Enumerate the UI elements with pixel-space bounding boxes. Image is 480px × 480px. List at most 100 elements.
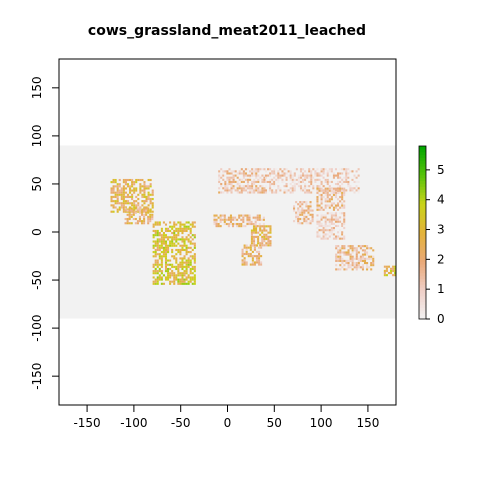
raster-cell [299,189,303,192]
raster-cell [361,249,364,252]
raster-cell [249,191,252,194]
raster-cell [347,261,350,265]
raster-cell [322,168,325,171]
raster-cell [283,180,286,183]
raster-cell [339,220,342,223]
raster-cell [265,242,268,245]
raster-cell [357,187,360,190]
legend-swatch [419,293,426,297]
raster-cell [218,170,221,173]
raster-cell [316,235,319,238]
raster-cell [187,246,190,249]
raster-cell [302,189,305,192]
raster-cell [275,189,278,192]
raster-cell [167,267,170,271]
legend-tick-label: 5 [437,163,445,177]
raster-cell [341,261,344,265]
raster-cell [314,172,317,175]
raster-cell [183,280,186,283]
raster-cell [263,180,266,183]
raster-cell [339,189,342,192]
raster-cell [326,182,329,186]
raster-cell [335,247,338,250]
raster-cell [126,183,130,186]
raster-cell [305,201,308,204]
raster-cell [149,193,152,196]
raster-cell [353,191,356,194]
raster-cell [191,278,194,281]
raster-cell [230,180,233,183]
raster-cell [245,250,248,253]
raster-cell [223,216,226,219]
raster-cell [263,178,266,181]
raster-cell [160,251,163,254]
plot-title: cows_grassland_meat2011_leached [88,23,366,39]
raster-cell [345,189,348,192]
raster-cell [328,198,331,201]
raster-cell [305,205,308,208]
raster-cell [293,207,296,210]
raster-cell [183,274,186,277]
raster-cell [334,204,338,207]
raster-cell [271,180,274,183]
raster-cell [162,251,165,254]
raster-cell [124,202,127,205]
raster-cell [147,197,150,201]
raster-cell [236,172,239,175]
raster-cell [110,189,113,192]
raster-cell [351,189,354,192]
raster-cell [191,225,194,228]
raster-cell [337,208,340,211]
raster-cell [316,191,319,194]
raster-cell [261,191,264,194]
raster-cell [267,231,270,234]
raster-cell [175,257,178,260]
raster-cell [385,265,388,268]
raster-cell [248,220,251,223]
raster-cell [339,247,342,250]
raster-cell [246,185,250,188]
raster-cell [341,259,344,262]
raster-cell [238,170,241,173]
raster-cell [308,170,311,173]
raster-cell [124,191,127,194]
region-east-africa [250,225,272,247]
raster-cell [269,174,272,177]
raster-cell [242,172,245,175]
raster-cell [357,174,360,177]
raster-cell [183,225,186,228]
raster-cell [316,233,319,236]
raster-cell [305,209,308,212]
raster-cell [139,189,142,192]
raster-cell [189,227,192,230]
raster-cell [185,229,188,232]
raster-cell [349,245,352,248]
raster-cell [341,204,344,207]
raster-cell [112,206,115,209]
raster-cell [314,185,317,188]
raster-cell [143,220,146,223]
raster-cell [271,191,274,194]
raster-cell [341,257,344,260]
raster-cell [293,209,296,212]
raster-cell [230,191,233,194]
raster-cell [129,178,132,182]
raster-cell [322,227,325,230]
raster-cell [339,251,342,254]
raster-cell [143,222,146,225]
raster-cell [218,182,221,186]
raster-cell [175,238,178,241]
raster-cell [306,189,309,192]
raster-cell [252,227,256,230]
raster-cell [118,191,121,194]
raster-cell [297,185,300,188]
raster-cell [304,187,307,190]
raster-cell [230,176,233,179]
raster-cell [308,176,311,179]
raster-cell [177,267,180,271]
raster-cell [351,268,354,271]
raster-cell [114,202,117,205]
raster-cell [259,189,262,192]
raster-cell [189,242,192,245]
